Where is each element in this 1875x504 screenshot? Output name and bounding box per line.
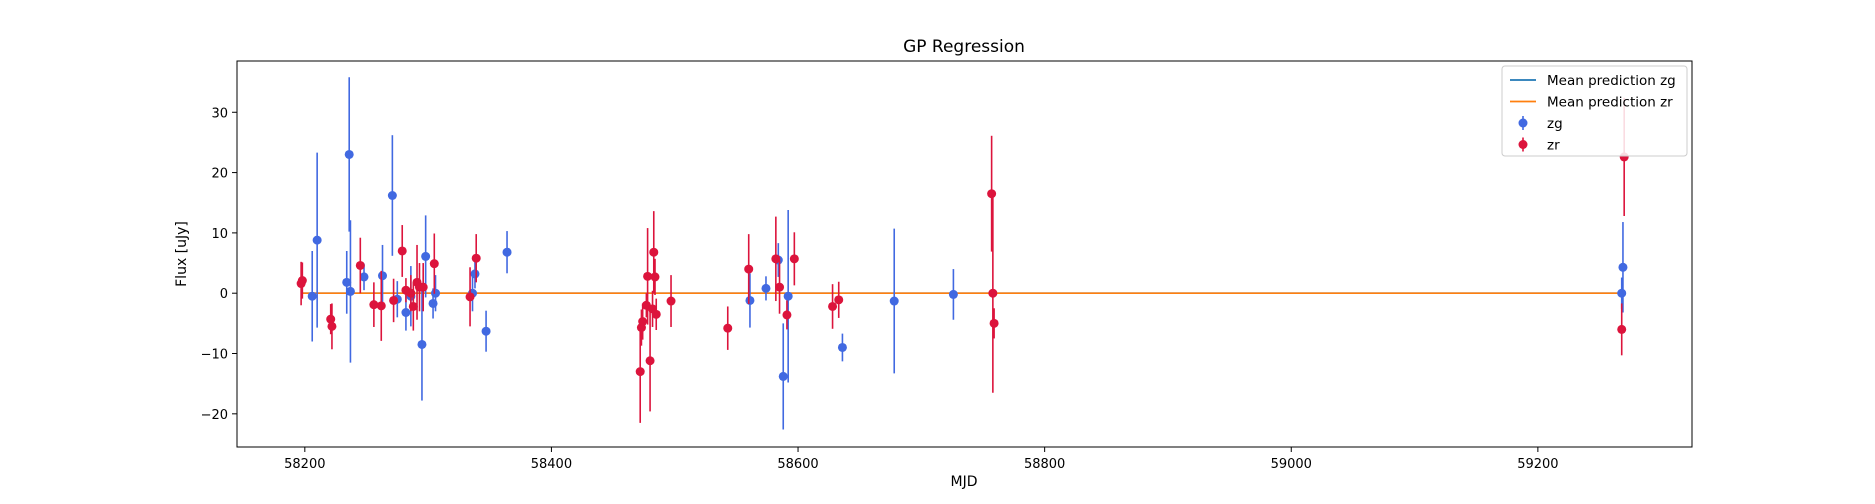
y-tick-label: 30 (211, 106, 228, 121)
point-zr (369, 300, 379, 310)
point-zr (297, 276, 307, 286)
point-zr (651, 309, 661, 319)
point-zg (502, 247, 512, 257)
point-zr (723, 323, 733, 333)
point-zr (389, 295, 399, 305)
point-zr (397, 246, 407, 256)
legend-box (1501, 65, 1688, 157)
point-zr (828, 301, 838, 311)
point-zr (376, 301, 386, 311)
point-zg (431, 288, 441, 298)
y-tick-label: 0 (220, 287, 228, 302)
point-zg (344, 149, 354, 159)
point-zg (783, 291, 793, 301)
point-zr (834, 295, 844, 305)
point-zg (387, 190, 397, 200)
x-axis-label: MJD (951, 474, 978, 490)
point-zr (327, 321, 337, 331)
point-zr (1617, 324, 1627, 334)
point-zg (307, 291, 317, 301)
point-zr (771, 254, 781, 264)
legend-swatch-marker (1518, 140, 1528, 149)
chart-title: GP Regression (903, 37, 1025, 57)
point-zg (312, 235, 322, 245)
x-tick-label: 58400 (531, 457, 572, 472)
legend-label: zr (1547, 138, 1560, 154)
point-zg (421, 251, 431, 261)
point-zg (417, 339, 427, 349)
x-tick-label: 59200 (1517, 457, 1558, 472)
y-tick-label: 20 (211, 167, 228, 182)
legend-label: zg (1547, 116, 1563, 132)
point-zg (401, 308, 411, 318)
point-zg (778, 371, 788, 381)
point-zr (645, 356, 655, 366)
x-tick-label: 59000 (1271, 457, 1312, 472)
point-zg (837, 342, 847, 352)
point-zr (429, 259, 439, 269)
point-zr (355, 260, 365, 270)
point-zr (789, 254, 799, 264)
point-zr (635, 367, 645, 377)
x-tick-label: 58200 (284, 457, 325, 472)
point-zr (989, 318, 999, 328)
plot-frame (236, 60, 1693, 448)
point-zr (326, 314, 336, 324)
point-zr (775, 282, 785, 292)
legend: Mean prediction zg Mean prediction zr zg zr (1501, 65, 1688, 157)
point-zr (666, 296, 676, 306)
x-tick-label: 58600 (777, 457, 818, 472)
point-zr (744, 264, 754, 274)
y-tick-label: −10 (201, 348, 228, 363)
legend-label: Mean prediction zr (1547, 95, 1673, 111)
point-zg (1618, 262, 1628, 272)
point-zg (342, 277, 352, 287)
legend-label: Mean prediction zg (1547, 73, 1676, 89)
point-zg (345, 286, 355, 296)
point-zr (649, 247, 659, 257)
point-zr (408, 301, 418, 311)
y-tick-label: −20 (201, 408, 228, 423)
point-zg (378, 271, 387, 281)
point-zr (418, 282, 428, 292)
point-zr (782, 310, 792, 320)
x-tick-label: 58800 (1024, 457, 1065, 472)
point-zg (948, 289, 958, 299)
point-zg (470, 269, 480, 279)
y-axis-label: Flux [uJy] (174, 221, 190, 287)
point-zr (988, 288, 998, 298)
point-zg (745, 295, 755, 305)
point-zg (359, 272, 369, 282)
point-zr (987, 189, 997, 199)
point-zg (481, 326, 491, 336)
point-zr (465, 292, 475, 302)
point-zr (650, 272, 660, 282)
point-zr (643, 271, 653, 281)
point-zg (761, 283, 771, 293)
y-tick-label: 10 (211, 227, 228, 242)
point-zr (471, 253, 481, 263)
point-zg (1617, 288, 1627, 298)
point-zr (638, 317, 648, 327)
point-zg (889, 296, 899, 306)
legend-swatch-marker (1518, 118, 1528, 128)
